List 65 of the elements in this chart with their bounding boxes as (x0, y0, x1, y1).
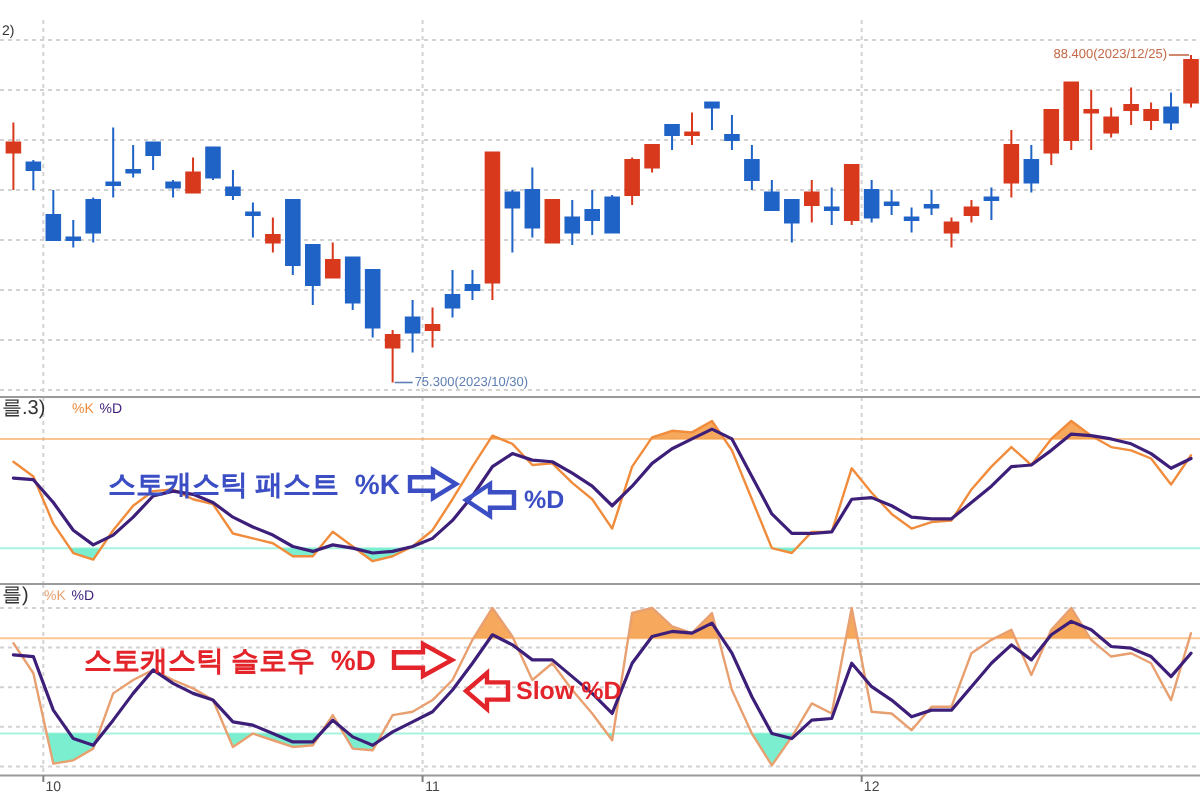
candlestick (1063, 81, 1080, 151)
candlestick (764, 179, 780, 211)
candlestick (843, 164, 860, 226)
candlestick (45, 189, 62, 241)
candlestick (305, 244, 321, 306)
candlestick (404, 299, 421, 354)
candlestick (923, 189, 940, 216)
candlestick (324, 241, 341, 279)
candlestick (1103, 106, 1119, 139)
candlestick (544, 199, 561, 244)
candlestick (1143, 101, 1159, 131)
candlestick (344, 256, 361, 311)
candlestick (464, 269, 481, 301)
candlestick (1023, 144, 1040, 194)
candlestick (624, 156, 640, 206)
annotation: 스토캐스틱 패스트 %K (107, 468, 400, 500)
candlestick (524, 166, 541, 239)
candlestick (444, 269, 461, 319)
candlestick (1123, 86, 1139, 126)
candlestick (983, 186, 1000, 221)
candlestick (584, 189, 601, 236)
candlestick (943, 216, 960, 249)
candlestick (704, 101, 720, 131)
candlestick (285, 199, 301, 276)
candlestick (125, 144, 141, 179)
annotation: 스토캐스틱 슬로우 %D (83, 644, 376, 676)
candlestick (225, 169, 241, 201)
candlestick (265, 216, 281, 254)
candlestick (744, 144, 760, 191)
candlestick (963, 199, 980, 224)
candlestick (145, 141, 161, 171)
candlestick (724, 114, 740, 151)
annotation: %D (524, 486, 565, 514)
candlestick (25, 159, 42, 191)
candlestick (105, 126, 121, 199)
candlestick (1003, 129, 1020, 199)
candlestick (424, 306, 441, 349)
candlestick (883, 189, 900, 216)
candlestick (604, 194, 620, 234)
candlestick (185, 156, 201, 194)
candlestick (1043, 109, 1060, 166)
candlestick (205, 146, 221, 181)
candlestick (364, 269, 381, 339)
candlestick (165, 179, 181, 199)
candlestick (245, 201, 261, 239)
candlestick (564, 199, 581, 246)
candlestick (5, 121, 22, 191)
candlestick (684, 111, 700, 146)
candlestick (863, 179, 880, 224)
candlestick (803, 179, 820, 224)
candlestick (664, 124, 680, 151)
candlestick (384, 329, 401, 384)
legend-title: 를) (2, 585, 29, 608)
candlestick (823, 186, 840, 226)
candlestick (644, 144, 660, 174)
candlestick (1183, 54, 1199, 109)
candlestick (504, 189, 521, 254)
legend-title: 를.3) (2, 398, 46, 421)
candlestick (85, 196, 102, 244)
candlestick (1163, 91, 1179, 131)
candlestick (1083, 89, 1099, 151)
candlestick (484, 151, 501, 301)
candlestick (65, 219, 82, 249)
candlestick (784, 199, 800, 244)
candlestick (903, 206, 920, 234)
